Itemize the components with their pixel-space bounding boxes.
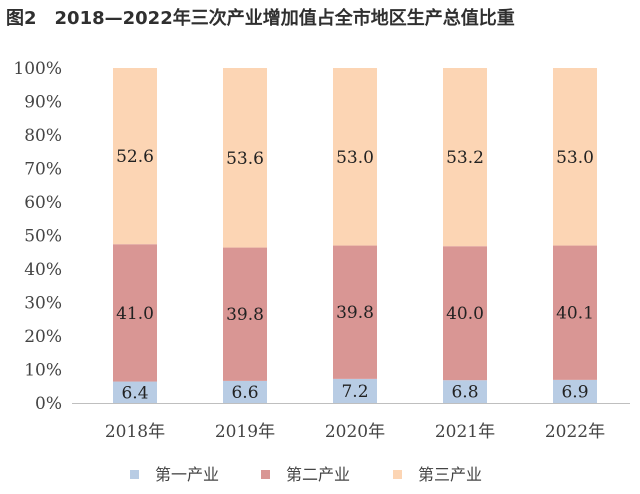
chart-title: 图2 2018—2022年三次产业增加值占全市地区生产总值比重 xyxy=(6,8,515,29)
bar-series-group: 6.4 41.0 52.6 6.6 39.8 53.6 7.2 39.8 53.0 6.8 40.0… xyxy=(113,68,597,403)
legend-swatch xyxy=(130,470,139,479)
legend: 第一产业 第二产业 第三产业 xyxy=(130,465,482,484)
bar-segment xyxy=(113,381,157,403)
data-label: 53.6 xyxy=(226,149,264,169)
x-axis: 2018年 2019年 2020年 2021年 2022年 xyxy=(72,403,630,442)
x-tick-label: 2018年 xyxy=(105,422,165,442)
data-label: 7.2 xyxy=(341,382,368,402)
bar-segment xyxy=(113,68,157,245)
bar-segment xyxy=(553,245,597,380)
y-tick-label: 50% xyxy=(24,227,62,247)
legend-label: 第三产业 xyxy=(418,465,482,484)
bar-segment xyxy=(443,380,487,403)
data-label: 53.2 xyxy=(446,148,484,168)
y-tick-label: 80% xyxy=(24,126,62,146)
data-label: 39.8 xyxy=(226,305,264,325)
y-tick-label: 20% xyxy=(24,327,62,347)
data-label: 53.0 xyxy=(336,148,374,168)
legend-label: 第一产业 xyxy=(155,465,219,484)
data-label: 53.0 xyxy=(556,148,594,168)
bar-segment xyxy=(443,68,487,247)
data-label: 41.0 xyxy=(116,304,154,324)
data-label: 6.9 xyxy=(561,382,588,402)
y-tick-label: 70% xyxy=(24,160,62,180)
y-tick-label: 0% xyxy=(35,394,62,414)
legend-swatch xyxy=(393,470,402,479)
data-label: 6.8 xyxy=(451,383,478,403)
bar-segment xyxy=(223,68,267,248)
y-axis: 0% 10% 20% 30% 40% 50% 60% 70% 80% 90% 100% xyxy=(13,59,62,414)
bar-segment xyxy=(223,380,267,403)
x-tick-label: 2019年 xyxy=(215,422,275,442)
data-label: 40.1 xyxy=(556,304,594,324)
legend-swatch xyxy=(261,470,270,479)
data-label: 6.6 xyxy=(231,383,258,403)
bar-segment xyxy=(553,68,597,246)
x-tick-label: 2020年 xyxy=(325,422,385,442)
y-tick-label: 100% xyxy=(13,59,62,79)
bar-segment xyxy=(553,379,597,403)
data-label: 40.0 xyxy=(446,304,484,324)
bar-segment xyxy=(333,378,377,403)
x-tick-label: 2022年 xyxy=(545,422,605,442)
legend-label: 第二产业 xyxy=(286,465,350,484)
y-tick-label: 60% xyxy=(24,193,62,213)
bar-segment xyxy=(333,68,377,246)
bar-segment xyxy=(333,245,377,379)
bar-segment xyxy=(443,246,487,381)
y-tick-label: 10% xyxy=(24,361,62,381)
data-label: 6.4 xyxy=(121,383,148,403)
y-tick-label: 90% xyxy=(24,93,62,113)
bar-segment xyxy=(223,247,267,381)
bar-segment xyxy=(113,244,157,382)
data-label: 39.8 xyxy=(336,303,374,323)
y-tick-label: 30% xyxy=(24,294,62,314)
x-tick-label: 2021年 xyxy=(435,422,495,442)
y-tick-label: 40% xyxy=(24,260,62,280)
data-label: 52.6 xyxy=(116,147,154,167)
